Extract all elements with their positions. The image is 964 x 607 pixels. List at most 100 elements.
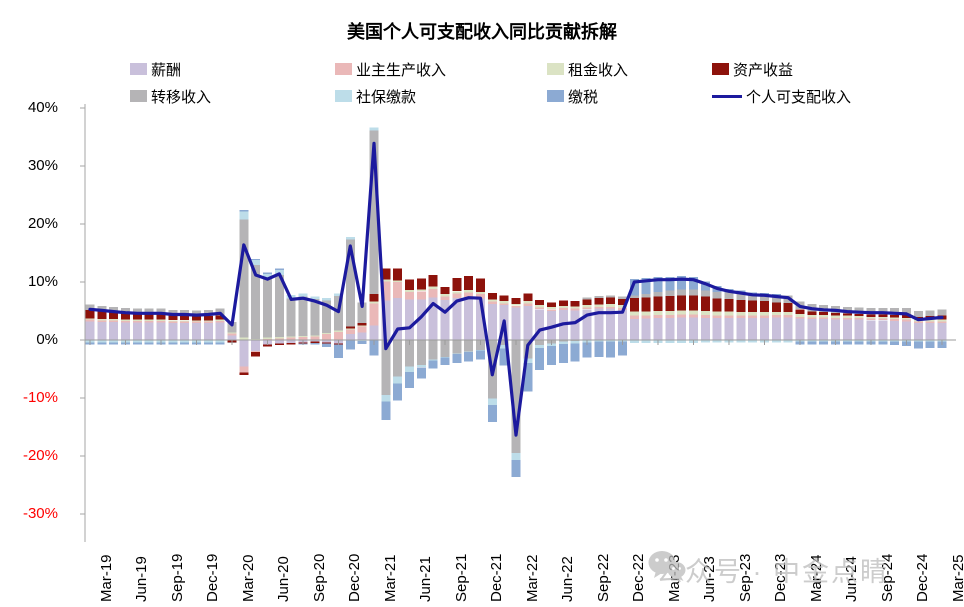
bar-segment: [251, 352, 261, 357]
bar-segment: [594, 340, 604, 342]
bar-segment: [215, 322, 225, 340]
y-tick-label: -10%: [22, 389, 58, 406]
bar-segment: [771, 312, 781, 316]
bar-segment: [203, 323, 213, 340]
legend-line-marker: [712, 94, 742, 98]
bar-segment: [109, 306, 119, 313]
bar-segment: [570, 343, 580, 362]
bar-segment: [144, 314, 154, 320]
legend-item-5: 转移收入: [130, 85, 335, 107]
bar-segment: [286, 336, 296, 338]
bar-segment: [428, 297, 438, 340]
legend-label: 社保缴款: [356, 88, 417, 106]
bar-segment: [298, 293, 308, 297]
bar-segment: [263, 337, 272, 339]
bar-segment: [570, 310, 580, 340]
bar-segment: [132, 319, 142, 321]
bar-segment: [925, 341, 935, 349]
bar-segment: [712, 340, 722, 343]
bar-segment: [878, 340, 888, 342]
bar-segment: [902, 321, 911, 340]
bar-segment: [476, 294, 485, 299]
bar-segment: [369, 130, 379, 295]
bar-segment: [641, 277, 651, 295]
bar-segment: [890, 315, 900, 318]
bar-segment: [606, 297, 616, 305]
bar-segment: [215, 342, 225, 345]
bar-segment: [168, 320, 178, 322]
bar-segment: [393, 383, 403, 401]
bar-segment: [582, 307, 592, 310]
bar-segment: [405, 340, 414, 367]
bar-segment: [416, 289, 426, 292]
x-tick-label: Sep-20: [310, 553, 328, 602]
bar-segment: [464, 352, 474, 362]
bar-segment: [736, 293, 746, 300]
bar-segment: [653, 296, 663, 311]
bar-segment: [334, 331, 343, 340]
bar-segment: [121, 313, 130, 320]
bar-segment: [771, 315, 781, 318]
legend-color-swatch: [335, 90, 352, 102]
x-tick-label: Jun-23: [701, 556, 719, 602]
bar-segment: [215, 315, 225, 320]
bar-segment: [393, 282, 403, 299]
bar-segment: [783, 302, 793, 313]
x-tick-label: Jun-22: [559, 556, 577, 602]
legend-item-8: 个人可支配收入: [712, 85, 920, 107]
bar-segment: [606, 308, 616, 340]
legend-color-swatch: [712, 63, 729, 75]
bar-segment: [700, 290, 710, 297]
bar-segment: [866, 320, 876, 340]
bar-segment: [570, 301, 580, 307]
bar-segment: [121, 308, 130, 314]
bar-segment: [452, 277, 462, 292]
bar-segment: [665, 290, 675, 296]
bar-segment: [535, 345, 545, 349]
bar-segment: [381, 340, 391, 396]
bar-segment: [925, 310, 935, 317]
bar-segment: [310, 340, 320, 342]
bar-segment: [890, 341, 900, 346]
bar-segment: [878, 320, 888, 340]
bar-segment: [476, 278, 485, 292]
bar-segment: [203, 320, 213, 322]
bar-segment: [357, 325, 367, 327]
bar-segment: [724, 292, 734, 299]
y-tick-label: 10%: [27, 273, 58, 290]
bar-segment: [416, 299, 426, 340]
bar-segment: [937, 321, 947, 324]
bar-segment: [97, 311, 107, 320]
bar-segment: [109, 322, 119, 340]
bar-segment: [357, 326, 367, 333]
bar-segment: [629, 340, 639, 343]
bar-segment: [535, 348, 545, 371]
bar-segment: [689, 295, 698, 311]
y-axis: [80, 104, 86, 542]
bar-segment: [239, 340, 249, 367]
bar-segment: [156, 322, 166, 340]
bar-segment: [345, 328, 355, 330]
legend-label: 资产收益: [733, 61, 794, 79]
bar-segment: [132, 322, 142, 340]
bar-segment: [807, 340, 817, 342]
bar-segment: [487, 405, 497, 422]
bar-segment: [97, 320, 107, 322]
x-tick-label: Mar-22: [523, 554, 541, 602]
bar-segment: [405, 371, 414, 389]
bar-segment: [665, 340, 675, 343]
bar-segment: [819, 315, 829, 318]
bar-segment: [405, 290, 414, 292]
bar-segment: [618, 305, 627, 309]
bar-segment: [523, 358, 533, 364]
bar-segment: [369, 301, 379, 304]
bar-segment: [665, 318, 675, 340]
bar-segment: [168, 321, 178, 324]
bar-segment: [345, 329, 355, 335]
bar-segment: [168, 323, 178, 340]
bar-segment: [251, 265, 261, 339]
bar-segment: [144, 320, 154, 323]
legend: 薪酬 业主生产收入 租金收入 资产收益 转移收入 社保缴款 缴税 个人可支配收入: [130, 58, 920, 107]
bar-segment: [334, 344, 343, 358]
bar-segment: [168, 315, 178, 321]
